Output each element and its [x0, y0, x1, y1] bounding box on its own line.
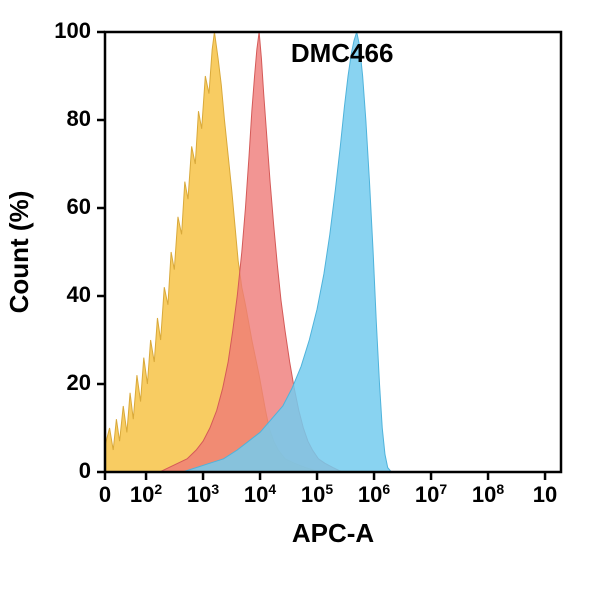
- y-tick-label: 100: [54, 18, 91, 43]
- x-tick-label: 10: [533, 482, 557, 507]
- x-tick-label: 0: [99, 482, 111, 507]
- x-axis-label: APC-A: [292, 518, 375, 548]
- y-tick-label: 40: [67, 282, 91, 307]
- chart-title: DMC466: [291, 38, 394, 68]
- flow-cytometry-chart: 020406080100010210310410510610710810Coun…: [0, 0, 591, 593]
- chart-svg: 020406080100010210310410510610710810Coun…: [0, 0, 591, 593]
- y-tick-label: 20: [67, 370, 91, 395]
- y-tick-label: 80: [67, 106, 91, 131]
- y-tick-label: 0: [79, 458, 91, 483]
- y-axis-label: Count (%): [4, 191, 34, 314]
- y-tick-label: 60: [67, 194, 91, 219]
